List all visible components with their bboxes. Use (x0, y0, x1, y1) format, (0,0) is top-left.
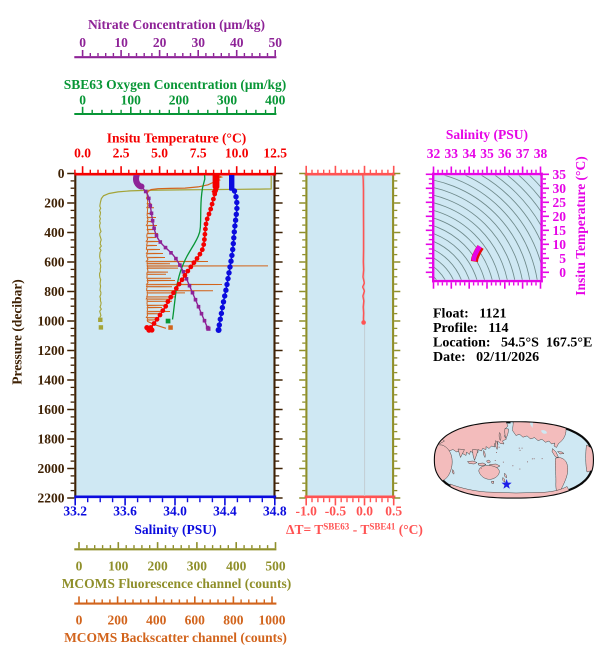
svg-text:38: 38 (534, 146, 548, 161)
svg-text:12.5: 12.5 (263, 146, 287, 161)
svg-text:Salinity (PSU): Salinity (PSU) (134, 522, 216, 537)
svg-text:35: 35 (553, 167, 567, 182)
svg-text:15: 15 (553, 223, 567, 238)
svg-text:0: 0 (76, 559, 83, 574)
svg-text:35: 35 (480, 146, 494, 161)
svg-text:1400: 1400 (38, 373, 65, 388)
svg-text:37: 37 (516, 146, 530, 161)
svg-text:MCOMS Fluorescence channel (co: MCOMS Fluorescence channel (counts) (62, 576, 292, 591)
svg-text:1000: 1000 (38, 314, 65, 329)
svg-text:0.5: 0.5 (385, 503, 402, 518)
svg-text:1200: 1200 (38, 343, 65, 358)
svg-text:Nitrate Concentration (μm/kg): Nitrate Concentration (μm/kg) (88, 17, 265, 32)
svg-text:10: 10 (114, 35, 128, 50)
svg-text:1800: 1800 (38, 432, 65, 447)
svg-text:5.0: 5.0 (151, 146, 168, 161)
svg-text:Profile: 114: Profile: 114 (433, 321, 509, 336)
svg-text:2.5: 2.5 (113, 146, 130, 161)
svg-text:600: 600 (44, 255, 65, 270)
svg-text:-1.0: -1.0 (296, 503, 318, 518)
svg-text:Date: 02/11/2026: Date: 02/11/2026 (433, 350, 539, 365)
svg-text:800: 800 (223, 612, 244, 627)
svg-text:600: 600 (185, 612, 206, 627)
svg-text:10.0: 10.0 (225, 146, 249, 161)
svg-text:1000: 1000 (259, 612, 286, 627)
svg-text:0: 0 (559, 265, 566, 280)
svg-text:0: 0 (76, 612, 83, 627)
svg-text:5: 5 (559, 251, 566, 266)
svg-text:34.8: 34.8 (263, 503, 287, 518)
svg-text:-0.5: -0.5 (325, 503, 347, 518)
svg-text:Float: 1121: Float: 1121 (433, 307, 507, 322)
svg-text:34.0: 34.0 (163, 503, 187, 518)
svg-text:34.4: 34.4 (213, 503, 237, 518)
svg-text:30: 30 (191, 35, 205, 50)
svg-text:33: 33 (445, 146, 459, 161)
svg-text:200: 200 (107, 612, 128, 627)
svg-text:0.0: 0.0 (74, 146, 91, 161)
svg-text:300: 300 (187, 559, 208, 574)
svg-text:32: 32 (427, 146, 441, 161)
svg-text:Salinity (PSU): Salinity (PSU) (446, 127, 528, 142)
svg-text:Location: 54.5°S 167.5°E: Location: 54.5°S 167.5°E (433, 336, 592, 351)
svg-text:0.0: 0.0 (356, 503, 373, 518)
svg-text:33.2: 33.2 (63, 503, 87, 518)
svg-text:400: 400 (146, 612, 167, 627)
svg-text:2000: 2000 (38, 461, 65, 476)
svg-text:ΔT= TSBE63 - TSBE41 (°C): ΔT= TSBE63 - TSBE41 (°C) (286, 522, 423, 538)
svg-text:33.6: 33.6 (113, 503, 137, 518)
svg-text:20: 20 (153, 35, 167, 50)
svg-text:MCOMS Backscatter channel (cou: MCOMS Backscatter channel (counts) (64, 630, 287, 645)
svg-text:Insitu Temperature (°C): Insitu Temperature (°C) (573, 156, 588, 295)
svg-text:25: 25 (553, 195, 567, 210)
svg-text:Pressure (decibar): Pressure (decibar) (10, 279, 25, 385)
svg-text:10: 10 (553, 237, 567, 252)
svg-text:400: 400 (265, 92, 286, 107)
svg-text:400: 400 (226, 559, 247, 574)
svg-text:100: 100 (108, 559, 129, 574)
svg-text:30: 30 (553, 181, 567, 196)
svg-text:200: 200 (44, 196, 65, 211)
svg-text:7.5: 7.5 (190, 146, 207, 161)
svg-text:SBE63 Oxygen Concentration (μm: SBE63 Oxygen Concentration (μm/kg) (64, 77, 287, 92)
svg-text:200: 200 (169, 92, 190, 107)
svg-text:300: 300 (217, 92, 238, 107)
svg-text:40: 40 (230, 35, 244, 50)
svg-text:2200: 2200 (38, 491, 65, 506)
svg-text:200: 200 (147, 559, 168, 574)
svg-text:400: 400 (44, 225, 65, 240)
svg-text:500: 500 (265, 559, 286, 574)
svg-text:800: 800 (44, 284, 65, 299)
svg-text:0: 0 (79, 92, 86, 107)
svg-text:0: 0 (58, 166, 65, 181)
svg-text:100: 100 (121, 92, 142, 107)
svg-text:0: 0 (79, 35, 86, 50)
svg-text:36: 36 (498, 146, 512, 161)
svg-text:50: 50 (268, 35, 282, 50)
svg-text:Insitu Temperature (°C): Insitu Temperature (°C) (107, 131, 246, 146)
svg-text:20: 20 (553, 209, 567, 224)
svg-text:1600: 1600 (38, 402, 65, 417)
svg-text:34: 34 (462, 146, 476, 161)
